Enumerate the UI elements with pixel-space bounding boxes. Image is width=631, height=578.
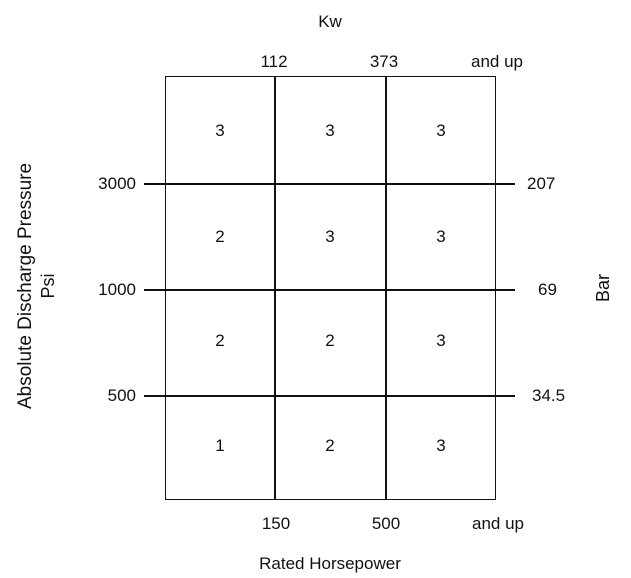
- right-tick-label: 69: [538, 280, 557, 299]
- bottom-tick-label: and up: [472, 514, 524, 533]
- left-axis-title: Absolute Discharge Pressure: [15, 162, 36, 410]
- right-axis-title: Bar: [593, 273, 613, 303]
- grid-horizontal-line: [144, 289, 515, 291]
- left-tick-label: 3000: [98, 174, 136, 193]
- grid-cell: 1: [215, 436, 225, 455]
- grid-cell: 3: [325, 227, 335, 246]
- grid-cell: 2: [325, 331, 335, 350]
- top-tick-label: and up: [471, 52, 523, 71]
- grid-cell: 3: [436, 121, 446, 140]
- classification-grid: [165, 76, 496, 500]
- grid-vertical-line: [274, 76, 276, 500]
- left-axis-unit: Psi: [38, 273, 58, 299]
- grid-cell: 3: [436, 227, 446, 246]
- grid-cell: 2: [215, 331, 225, 350]
- grid-horizontal-line: [144, 183, 515, 185]
- right-tick-label: 207: [527, 174, 556, 193]
- top-axis-title: Kw: [318, 12, 342, 31]
- grid-vertical-line: [385, 76, 387, 500]
- grid-cell: 3: [325, 121, 335, 140]
- grid-cell: 3: [436, 331, 446, 350]
- top-tick-label: 112: [260, 52, 288, 71]
- top-tick-label: 373: [369, 52, 399, 71]
- left-tick-label: 1000: [98, 280, 136, 299]
- right-tick-label: 34.5: [532, 386, 566, 405]
- grid-cell: 3: [215, 121, 225, 140]
- bottom-tick-label: 500: [371, 514, 401, 533]
- bottom-tick-label: 150: [261, 514, 291, 533]
- grid-cell: 2: [215, 227, 225, 246]
- left-tick-label: 500: [107, 386, 136, 405]
- grid-horizontal-line: [144, 395, 515, 397]
- grid-cell: 2: [325, 436, 335, 455]
- grid-cell: 3: [436, 436, 446, 455]
- bottom-axis-title: Rated Horsepower: [259, 554, 401, 573]
